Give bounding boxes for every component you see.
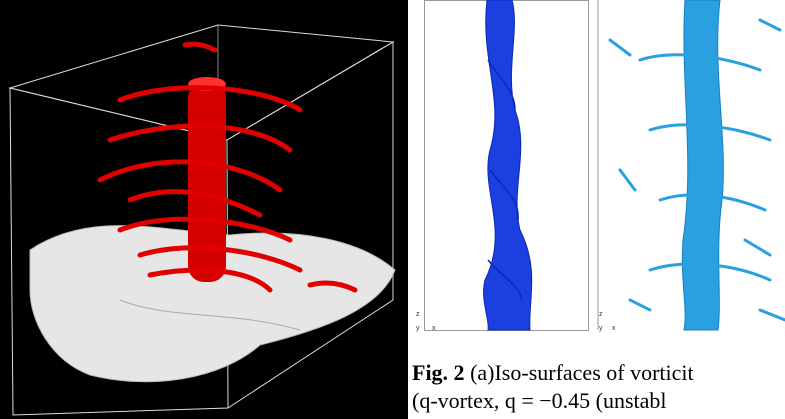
cyan-vortex bbox=[682, 0, 723, 330]
figure: z y x z y x bbox=[0, 0, 785, 419]
caption-line: (q-vortex, q = −0.45 (unstabl bbox=[412, 388, 667, 414]
page: z y x z y x Fig. 2 (a)Iso-surfaces of vo… bbox=[0, 0, 785, 419]
axis-label: z bbox=[416, 311, 420, 318]
caption-line: Fig. 2 (a)Iso-surfaces of vorticit bbox=[412, 360, 694, 386]
caption-text: (a)Iso-surfaces of vorticit bbox=[470, 360, 694, 385]
axis-label: x bbox=[612, 325, 616, 332]
axis-label: z bbox=[599, 311, 603, 318]
axis-label: y bbox=[599, 325, 603, 332]
axis-label: x bbox=[432, 325, 436, 332]
axis-label: y bbox=[416, 325, 420, 332]
figure-label: Fig. 2 bbox=[412, 360, 465, 385]
